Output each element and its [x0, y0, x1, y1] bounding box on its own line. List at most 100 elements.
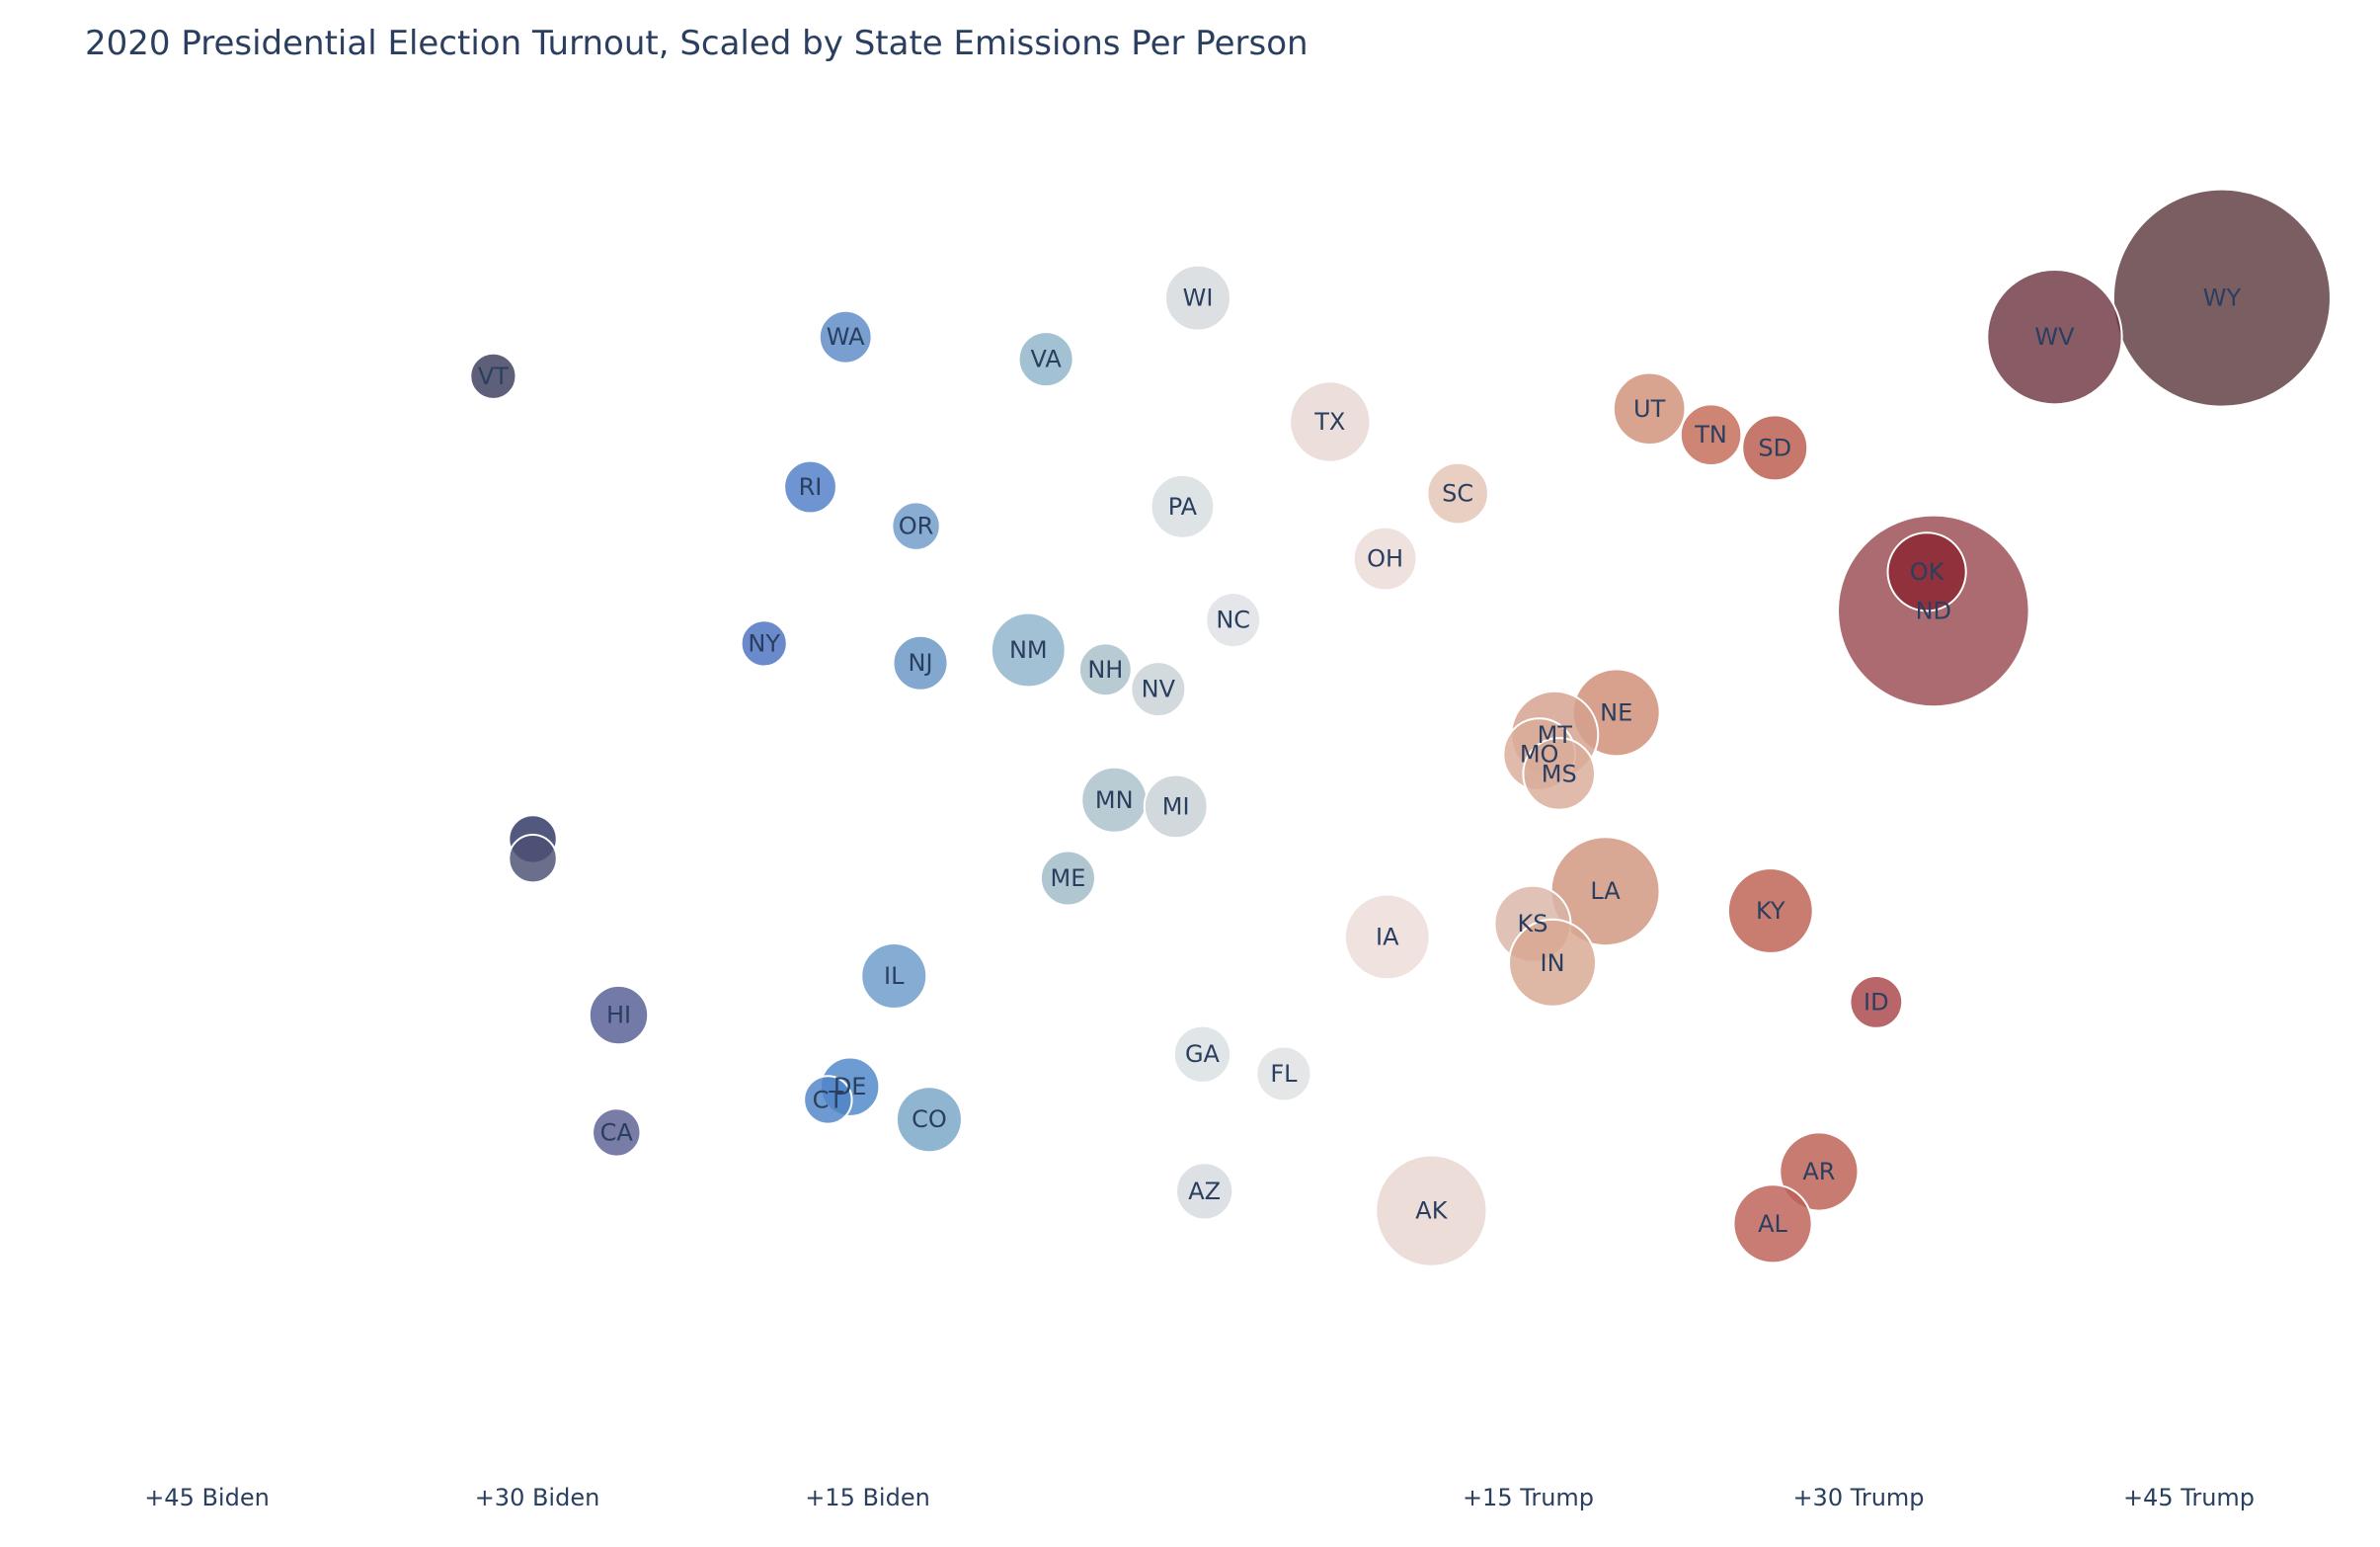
bubble-label-mt: MT [1538, 721, 1573, 749]
bubble-sd[interactable] [1741, 414, 1809, 482]
bubble-ct[interactable] [803, 1075, 853, 1125]
bubble-label-mn: MN [1095, 786, 1134, 814]
bubble-hi[interactable] [588, 984, 650, 1046]
bubble-label-me: ME [1050, 864, 1085, 892]
bubble-vt[interactable] [469, 352, 517, 400]
bubble-label-nh: NH [1087, 656, 1123, 684]
bubble-label-ia: IA [1376, 923, 1399, 950]
bubble-ky[interactable] [1726, 867, 1814, 954]
bubble-label-co: CO [912, 1105, 947, 1133]
bubble-label-in: IN [1541, 949, 1565, 977]
bubble-ia[interactable] [1343, 893, 1431, 981]
bubble-ny[interactable] [740, 619, 788, 668]
bubble-ca[interactable] [592, 1107, 642, 1158]
bubble-wi[interactable] [1164, 264, 1231, 332]
bubble-label-sd: SD [1758, 434, 1791, 461]
bubble-label-nm: NM [1009, 636, 1048, 664]
bubble-label-mi: MI [1162, 792, 1190, 820]
bubble-me[interactable] [1039, 850, 1096, 907]
bubble-ms[interactable] [1522, 737, 1597, 811]
bubble-label-oh: OH [1367, 545, 1403, 573]
bubble-label-il: IL [884, 962, 905, 990]
bubble-label-al: AL [1758, 1210, 1787, 1238]
bubble-co[interactable] [895, 1086, 963, 1154]
bubble-label-or: OR [899, 513, 934, 540]
bubble-ok[interactable] [1886, 531, 1967, 612]
bubble-label-ms: MS [1542, 760, 1577, 787]
bubble-label-nd: ND [1916, 597, 1951, 624]
bubble-label-tn: TN [1694, 421, 1727, 448]
bubble-label-tx: TX [1313, 408, 1345, 436]
bubble-label-wa: WA [827, 323, 865, 351]
bubble-ri[interactable] [783, 459, 837, 515]
bubble-label-ky: KY [1756, 897, 1785, 925]
x-tick-label: +45 Trump [2123, 1484, 2255, 1511]
bubble-fl[interactable] [1255, 1045, 1312, 1102]
bubble-label-ks: KS [1517, 910, 1547, 937]
bubble-label-ri: RI [799, 473, 823, 501]
bubble-label-wv: WV [2034, 323, 2075, 351]
bubble-va[interactable] [1017, 331, 1074, 388]
bubble-label-fl: FL [1270, 1060, 1298, 1088]
bubble-label-va: VA [1030, 346, 1062, 373]
bubble-label-hi: HI [606, 1002, 631, 1029]
bubble-ak[interactable] [1375, 1154, 1488, 1267]
bubble-nh[interactable] [1077, 642, 1133, 697]
bubble-al[interactable] [1732, 1183, 1813, 1264]
bubble-nm[interactable] [990, 611, 1067, 689]
bubble-tn[interactable] [1679, 403, 1743, 467]
bubble-in[interactable] [1508, 918, 1598, 1008]
bubble-pa[interactable] [1150, 473, 1216, 539]
x-tick-label: +45 Biden [144, 1484, 270, 1511]
bubble-ar[interactable] [1779, 1131, 1860, 1212]
bubble-label-ak: AK [1415, 1197, 1448, 1225]
bubble-label-nv: NV [1142, 676, 1176, 703]
bubble-label-pa: PA [1168, 493, 1198, 521]
chart-title: 2020 Presidential Election Turnout, Scal… [85, 24, 1309, 63]
labels-layer: WY WV ND OK VT WA VA WI TX UT TN SD SC RI OR PA OH NC NY NJ… [478, 285, 2242, 1238]
bubble-label-nj: NJ [909, 649, 933, 677]
x-tick-label: +15 Biden [805, 1484, 930, 1511]
bubble-label-ar: AR [1802, 1158, 1835, 1185]
bubble-wa[interactable] [818, 309, 873, 365]
bubble-label-wy: WY [2203, 285, 2242, 312]
bubble-id[interactable] [1849, 975, 1904, 1029]
x-tick-label: +30 Biden [475, 1484, 600, 1511]
bubble-label-ut: UT [1633, 395, 1666, 423]
bubble-label-ca: CA [600, 1118, 634, 1146]
x-tick-label: +15 Trump [1463, 1484, 1594, 1511]
bubble-nc[interactable] [1205, 592, 1262, 649]
bubble-label-de: DE [833, 1073, 867, 1100]
bubble-mi[interactable] [1143, 774, 1209, 840]
bubble-wv[interactable] [1986, 269, 2123, 406]
bubble-label-ga: GA [1185, 1040, 1221, 1068]
bubble-sc[interactable] [1426, 461, 1489, 526]
bubble-label-la: LA [1590, 877, 1621, 905]
bubble-unlabeled-31[interactable] [508, 834, 558, 884]
points-layer [469, 188, 2332, 1267]
bubble-label-ny: NY [748, 629, 780, 657]
bubble-label-nc: NC [1216, 607, 1250, 634]
bubble-oh[interactable] [1352, 526, 1418, 592]
x-axis-ticks: +45 Biden +30 Biden +15 Biden +15 Trump +30 … [144, 1484, 2255, 1511]
bubble-nv[interactable] [1130, 661, 1187, 718]
bubble-nj[interactable] [892, 634, 949, 692]
bubble-ut[interactable] [1612, 371, 1687, 447]
bubble-tx[interactable] [1289, 380, 1372, 463]
bubble-label-az: AZ [1188, 1178, 1221, 1205]
bubble-label-ne: NE [1600, 698, 1632, 726]
bubble-az[interactable] [1175, 1162, 1234, 1221]
bubble-label-ok: OK [1910, 558, 1945, 586]
bubble-label-vt: VT [478, 363, 509, 390]
bubble-label-mo: MO [1520, 741, 1559, 769]
bubble-label-ct: CT [813, 1086, 844, 1113]
bubble-il[interactable] [860, 942, 928, 1010]
bubble-wy[interactable] [2111, 188, 2332, 408]
bubble-label-wi: WI [1183, 285, 1214, 312]
bubble-or[interactable] [891, 501, 941, 551]
x-tick-label: +30 Trump [1792, 1484, 1924, 1511]
bubble-label-sc: SC [1442, 480, 1473, 508]
bubble-ga[interactable] [1172, 1024, 1232, 1084]
bubble-label-id: ID [1864, 988, 1889, 1016]
